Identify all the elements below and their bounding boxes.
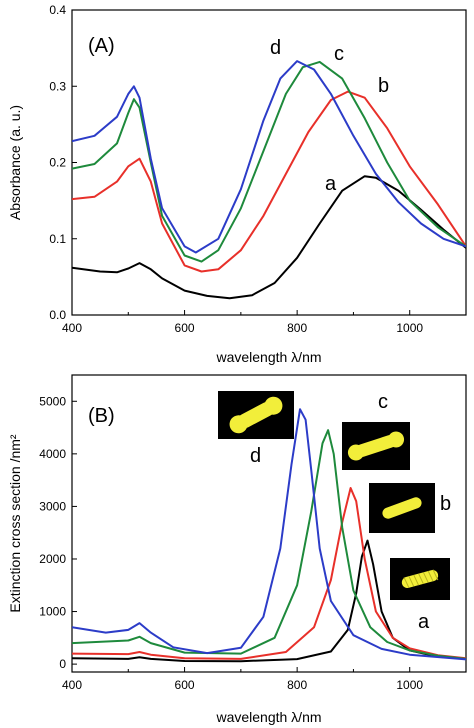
y-tick-label: 4000 bbox=[39, 447, 66, 461]
x-tick-label: 600 bbox=[175, 678, 195, 692]
panel-label: (B) bbox=[88, 405, 115, 427]
series-label-a: a bbox=[325, 173, 337, 195]
panel-label: (A) bbox=[88, 35, 115, 57]
y-axis-label: Extinction cross section /nm² bbox=[7, 434, 23, 613]
x-tick-label: 800 bbox=[287, 678, 307, 692]
series-label-b: b bbox=[440, 493, 451, 515]
y-tick-label: 0.4 bbox=[49, 3, 66, 17]
x-tick-label: 400 bbox=[62, 321, 82, 335]
y-tick-label: 0.0 bbox=[49, 308, 66, 322]
x-axis-label: wavelength λ/nm bbox=[215, 709, 321, 725]
x-tick-label: 800 bbox=[287, 321, 307, 335]
series-line-b bbox=[72, 90, 466, 273]
series-label-a: a bbox=[418, 611, 430, 633]
nanorod-image-c bbox=[342, 422, 410, 470]
nanorod-image-b bbox=[369, 483, 435, 533]
x-axis-label: wavelength λ/nm bbox=[215, 349, 321, 365]
series-line-d bbox=[72, 408, 466, 661]
panel-a: 400 600 800 1000 0.0 0.1 0.2 0.3 0.4 wavelength λ… bbox=[7, 3, 467, 365]
x-tick-label: 400 bbox=[62, 678, 82, 692]
y-tick-label: 2000 bbox=[39, 552, 66, 566]
y-tick-label: 1000 bbox=[39, 605, 66, 619]
y-tick-label: 0 bbox=[59, 657, 66, 671]
series-label-b: b bbox=[378, 75, 389, 97]
plot-frame bbox=[71, 374, 467, 673]
y-tick-label: 0.2 bbox=[49, 156, 66, 170]
y-tick-label: 5000 bbox=[39, 394, 66, 408]
series-label-c: c bbox=[378, 391, 388, 413]
y-tick-label: 3000 bbox=[39, 499, 66, 513]
series-line-c bbox=[72, 60, 466, 263]
nanorod-image-d bbox=[218, 391, 294, 439]
series-line-c bbox=[72, 429, 466, 660]
y-tick-label: 0.3 bbox=[49, 79, 66, 93]
y-axis-label: Absorbance (a. u.) bbox=[7, 105, 23, 220]
panel-b: 400 600 800 1000 0 1000 2000 3000 4000 5000 wavele… bbox=[7, 374, 467, 725]
series-label-d: d bbox=[250, 445, 261, 467]
series-label-c: c bbox=[334, 43, 344, 65]
x-tick-label: 1000 bbox=[396, 321, 423, 335]
series-line-b bbox=[72, 487, 466, 660]
nanorod-image-a bbox=[390, 558, 450, 600]
x-tick-label: 1000 bbox=[396, 678, 423, 692]
series-line-d bbox=[72, 60, 466, 254]
series-label-d: d bbox=[270, 37, 281, 59]
y-tick-label: 0.1 bbox=[49, 232, 66, 246]
x-tick-label: 600 bbox=[175, 321, 195, 335]
series-line-a bbox=[72, 175, 466, 300]
